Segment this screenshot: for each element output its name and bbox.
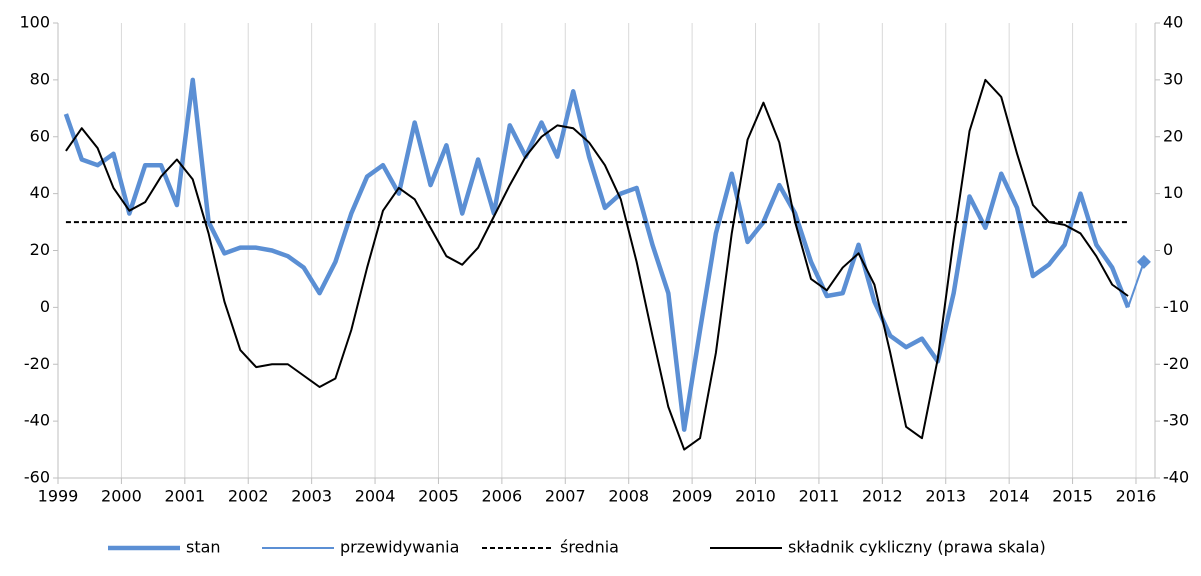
legend-label: stan	[186, 538, 221, 557]
legend-label: przewidywania	[340, 538, 459, 557]
x-tick-label: 2005	[418, 487, 459, 506]
x-tick-label: 2013	[925, 487, 966, 506]
x-tick-label: 2008	[608, 487, 649, 506]
y-tick-label: -60	[24, 468, 50, 487]
y-tick-label: 0	[40, 297, 50, 316]
y2-tick-label: -30	[1163, 411, 1189, 430]
y-tick-label: 20	[30, 240, 50, 259]
x-tick-label: 1999	[38, 487, 79, 506]
x-tick-label: 2006	[482, 487, 523, 506]
series-line	[63, 77, 1131, 432]
x-tick-label: 2000	[101, 487, 142, 506]
y2-tick-label: 20	[1163, 126, 1183, 145]
y-tick-label: 80	[30, 69, 50, 88]
y-tick-label: -40	[24, 411, 50, 430]
y2-tick-label: 40	[1163, 13, 1183, 32]
series-line	[1127, 261, 1145, 308]
x-tick-label: 2015	[1052, 487, 1093, 506]
x-tick-label: 2012	[862, 487, 903, 506]
y2-tick-label: -20	[1163, 354, 1189, 373]
x-tick-label: 2002	[228, 487, 269, 506]
y-tick-label: 100	[19, 13, 50, 32]
x-tick-label: 2011	[799, 487, 840, 506]
y2-tick-label: 30	[1163, 69, 1183, 88]
y2-tick-label: 10	[1163, 183, 1183, 202]
x-tick-label: 2016	[1116, 487, 1157, 506]
y-tick-label: -20	[24, 354, 50, 373]
y-tick-label: 40	[30, 183, 50, 202]
y2-tick-label: -40	[1163, 468, 1189, 487]
x-tick-label: 2014	[989, 487, 1030, 506]
y2-tick-label: -10	[1163, 297, 1189, 316]
point-marker	[1136, 254, 1151, 269]
x-tick-label: 2009	[672, 487, 713, 506]
y2-tick-label: 0	[1163, 240, 1173, 259]
x-tick-label: 2001	[164, 487, 205, 506]
x-tick-label: 2010	[735, 487, 776, 506]
x-tick-label: 2004	[355, 487, 396, 506]
y-tick-label: 60	[30, 126, 50, 145]
legend-label: średnia	[560, 538, 619, 557]
series-line	[65, 78, 1129, 451]
legend-label: składnik cykliczny (prawa skala)	[788, 538, 1046, 557]
x-tick-label: 2003	[291, 487, 332, 506]
x-tick-label: 2007	[545, 487, 586, 506]
